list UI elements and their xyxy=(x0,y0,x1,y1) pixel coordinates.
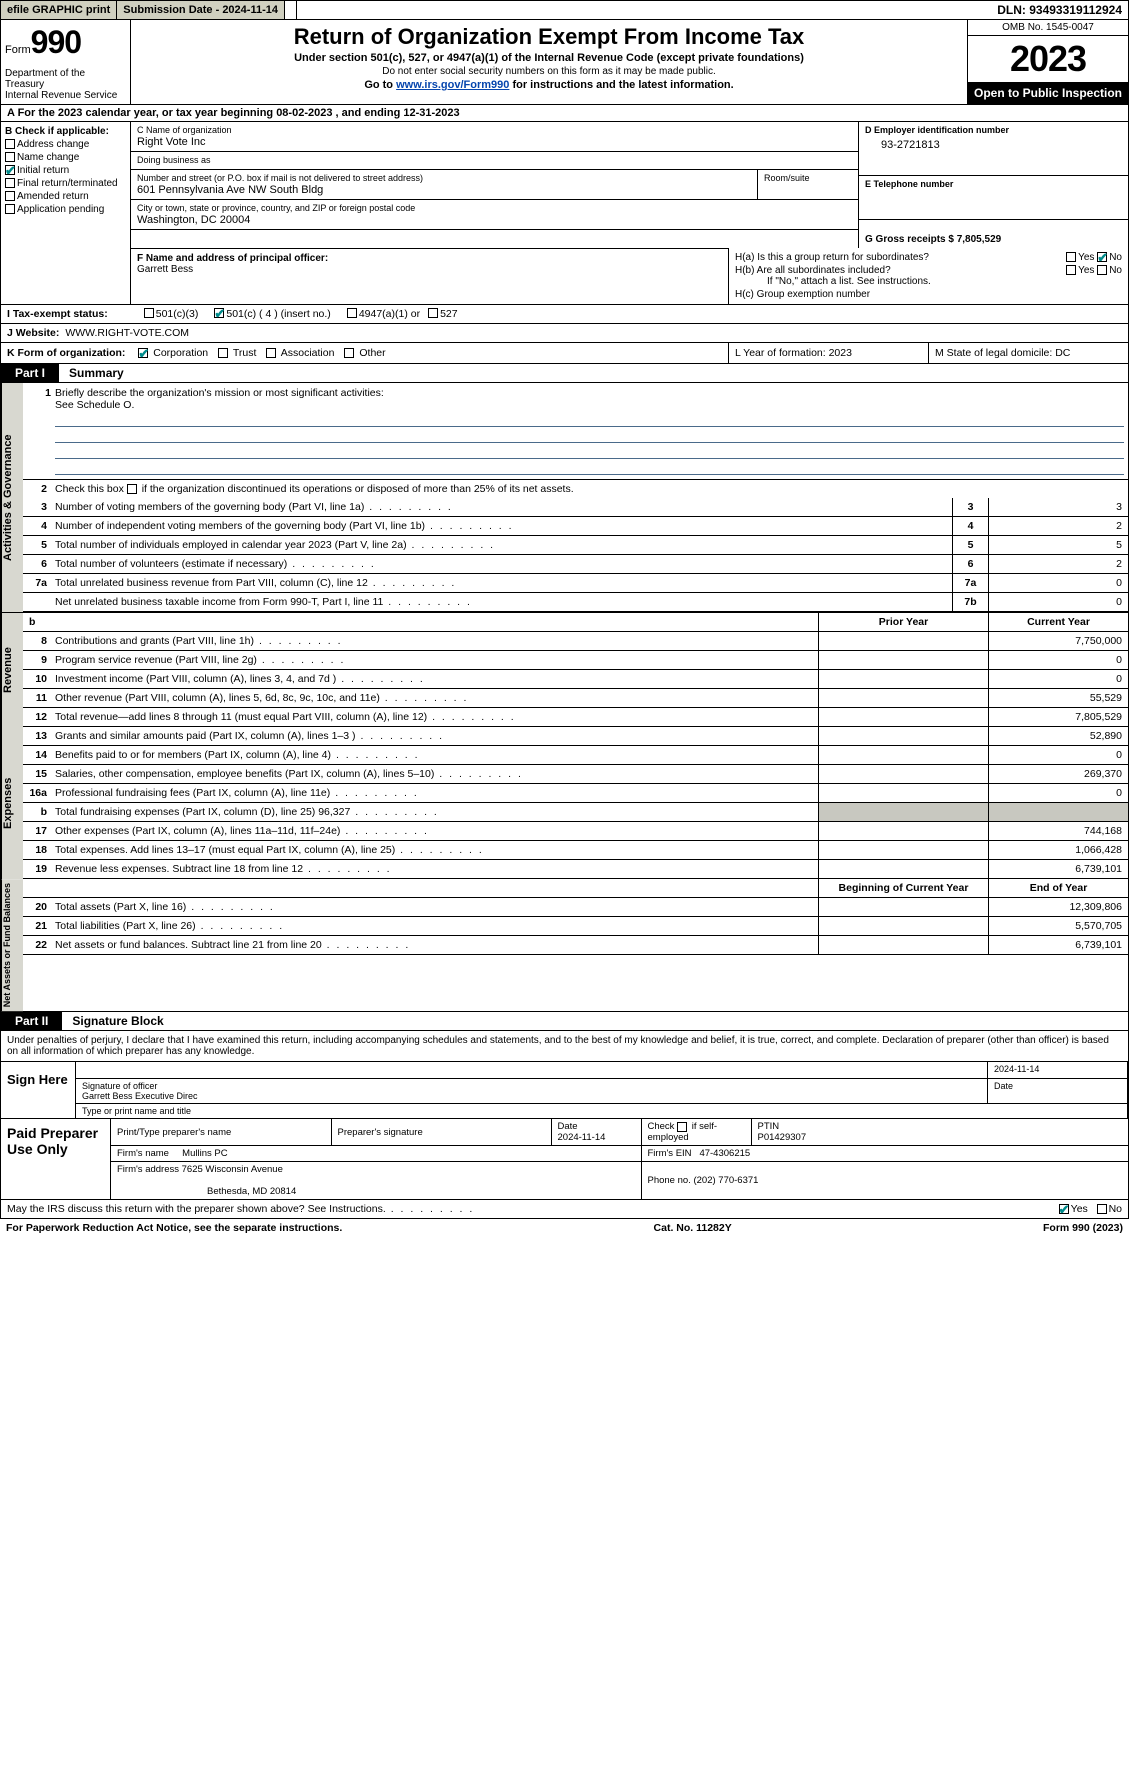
omb-number: OMB No. 1545-0047 xyxy=(968,20,1128,36)
table-row: 3Number of voting members of the governi… xyxy=(23,498,1128,517)
identity-block: B Check if applicable: Address changeNam… xyxy=(0,122,1129,248)
boxb-item: Initial return xyxy=(5,165,126,176)
ein-cell: D Employer identification number 93-2721… xyxy=(859,122,1128,176)
table-row: 6Total number of volunteers (estimate if… xyxy=(23,555,1128,574)
goto-line: Go to www.irs.gov/Form990 for instructio… xyxy=(139,79,959,91)
phone-cell: E Telephone number xyxy=(859,176,1128,220)
discuss-row: May the IRS discuss this return with the… xyxy=(0,1200,1129,1219)
boxb-item: Address change xyxy=(5,139,126,150)
boxb-checkbox[interactable] xyxy=(5,204,15,214)
table-row: 11Other revenue (Part VIII, column (A), … xyxy=(23,689,1128,708)
boxb-checkbox[interactable] xyxy=(5,191,15,201)
table-row: 5Total number of individuals employed in… xyxy=(23,536,1128,555)
part1-header: Part I Summary xyxy=(0,364,1129,383)
table-row: 19Revenue less expenses. Subtract line 1… xyxy=(23,860,1128,879)
revenue-section: Revenue b Prior Year Current Year 8Contr… xyxy=(0,613,1129,727)
line2-checkbox[interactable] xyxy=(127,484,137,494)
tax-year: 2023 xyxy=(968,36,1128,82)
dept-label: Department of the Treasury xyxy=(5,68,126,90)
form-number: Form990 xyxy=(5,24,126,61)
hb-no-checkbox[interactable] xyxy=(1097,265,1107,275)
box-h: H(a) Is this a group return for subordin… xyxy=(728,248,1128,304)
mission-row: 1 Briefly describe the organization's mi… xyxy=(23,383,1128,480)
k-checkbox[interactable] xyxy=(138,348,148,358)
boxb-item: Final return/terminated xyxy=(5,178,126,189)
boxb-checkbox[interactable] xyxy=(5,152,15,162)
table-row: 20Total assets (Part X, line 16)12,309,8… xyxy=(23,898,1128,917)
sign-here-block: Sign Here 2024-11-14 Signature of office… xyxy=(0,1062,1129,1119)
k-checkbox[interactable] xyxy=(218,348,228,358)
boxb-item: Amended return xyxy=(5,191,126,202)
top-toolbar: efile GRAPHIC print Submission Date - 20… xyxy=(0,0,1129,20)
row-klm: K Form of organization: Corporation Trus… xyxy=(0,343,1129,364)
governance-section: Activities & Governance 1 Briefly descri… xyxy=(0,383,1129,613)
expenses-tab: Expenses xyxy=(1,727,23,879)
table-row: 10Investment income (Part VIII, column (… xyxy=(23,670,1128,689)
table-row: bTotal fundraising expenses (Part IX, co… xyxy=(23,803,1128,822)
city-cell: City or town, state or province, country… xyxy=(131,200,858,230)
table-row: 12Total revenue—add lines 8 through 11 (… xyxy=(23,708,1128,727)
irs-label: Internal Revenue Service xyxy=(5,90,126,100)
irs-link[interactable]: www.irs.gov/Form990 xyxy=(396,79,509,91)
table-row: 16aProfessional fundraising fees (Part I… xyxy=(23,784,1128,803)
4947-checkbox[interactable] xyxy=(347,308,357,318)
table-row: 9Program service revenue (Part VIII, lin… xyxy=(23,651,1128,670)
net-assets-tab: Net Assets or Fund Balances xyxy=(1,879,23,1011)
ha-yes-checkbox[interactable] xyxy=(1066,252,1076,262)
table-row: 17Other expenses (Part IX, column (A), l… xyxy=(23,822,1128,841)
boxb-checkbox[interactable] xyxy=(5,178,15,188)
net-assets-section: Net Assets or Fund Balances Beginning of… xyxy=(0,879,1129,1012)
501c-checkbox[interactable] xyxy=(214,308,224,318)
discuss-yes-checkbox[interactable] xyxy=(1059,1204,1069,1214)
501c3-checkbox[interactable] xyxy=(144,308,154,318)
governance-tab: Activities & Governance xyxy=(1,383,23,612)
ha-no-checkbox[interactable] xyxy=(1097,252,1107,262)
revenue-tab: Revenue xyxy=(1,613,23,727)
ssn-note: Do not enter social security numbers on … xyxy=(139,66,959,77)
k-checkbox[interactable] xyxy=(266,348,276,358)
table-row: 13Grants and similar amounts paid (Part … xyxy=(23,727,1128,746)
org-name-cell: C Name of organization Right Vote Inc xyxy=(131,122,858,152)
row-a-tax-year: A For the 2023 calendar year, or tax yea… xyxy=(0,105,1129,122)
table-row: 22Net assets or fund balances. Subtract … xyxy=(23,936,1128,955)
spacer xyxy=(285,1,297,19)
table-row: 4Number of independent voting members of… xyxy=(23,517,1128,536)
part2-header: Part II Signature Block xyxy=(0,1012,1129,1031)
expenses-section: Expenses 13Grants and similar amounts pa… xyxy=(0,727,1129,879)
principal-officer: F Name and address of principal officer:… xyxy=(131,248,728,304)
dln-label: DLN: 93493319112924 xyxy=(991,1,1128,19)
table-row: 8Contributions and grants (Part VIII, li… xyxy=(23,632,1128,651)
net-header-row: Beginning of Current Year End of Year xyxy=(23,879,1128,898)
efile-print-button[interactable]: efile GRAPHIC print xyxy=(1,1,117,19)
table-row: 14Benefits paid to or for members (Part … xyxy=(23,746,1128,765)
boxb-item: Application pending xyxy=(5,204,126,215)
revenue-header-row: b Prior Year Current Year xyxy=(23,613,1128,632)
hb-yes-checkbox[interactable] xyxy=(1066,265,1076,275)
paid-preparer-block: Paid Preparer Use Only Print/Type prepar… xyxy=(0,1119,1129,1200)
row-j-website: J Website: WWW.RIGHT-VOTE.COM xyxy=(0,324,1129,343)
527-checkbox[interactable] xyxy=(428,308,438,318)
boxb-item: Name change xyxy=(5,152,126,163)
boxb-checkbox[interactable] xyxy=(5,165,15,175)
k-checkbox[interactable] xyxy=(344,348,354,358)
signature-declaration: Under penalties of perjury, I declare th… xyxy=(0,1031,1129,1062)
table-row: 21Total liabilities (Part X, line 26)5,5… xyxy=(23,917,1128,936)
table-row: 18Total expenses. Add lines 13–17 (must … xyxy=(23,841,1128,860)
form-subtitle: Under section 501(c), 527, or 4947(a)(1)… xyxy=(139,52,959,64)
discuss-no-checkbox[interactable] xyxy=(1097,1204,1107,1214)
table-row: Net unrelated business taxable income fr… xyxy=(23,593,1128,612)
form-title: Return of Organization Exempt From Incom… xyxy=(139,24,959,50)
box-b: B Check if applicable: Address changeNam… xyxy=(1,122,131,248)
self-employed-checkbox[interactable] xyxy=(677,1122,687,1132)
open-to-public-badge: Open to Public Inspection xyxy=(968,82,1128,104)
gross-receipts-cell: G Gross receipts $ 7,805,529 xyxy=(859,220,1128,248)
form-header: Form990 Department of the Treasury Inter… xyxy=(0,20,1129,105)
table-row: 15Salaries, other compensation, employee… xyxy=(23,765,1128,784)
row-i-tax-status: I Tax-exempt status: 501(c)(3) 501(c) ( … xyxy=(0,305,1129,324)
dba-cell: Doing business as xyxy=(131,152,858,170)
boxb-checkbox[interactable] xyxy=(5,139,15,149)
page-footer: For Paperwork Reduction Act Notice, see … xyxy=(0,1219,1129,1237)
submission-date-label: Submission Date - 2024-11-14 xyxy=(117,1,285,19)
table-row: 7aTotal unrelated business revenue from … xyxy=(23,574,1128,593)
